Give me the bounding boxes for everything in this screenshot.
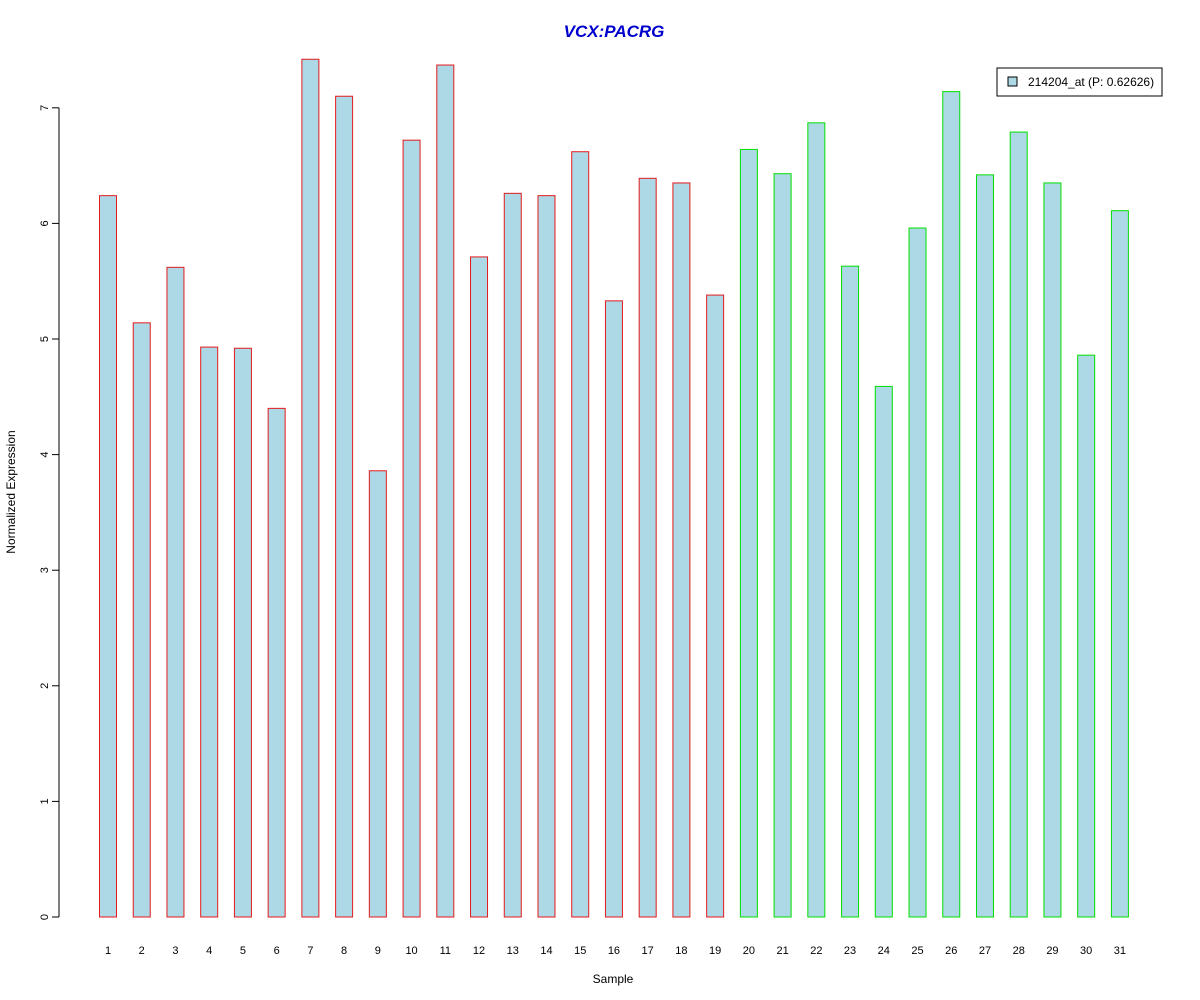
x-tick-labels: 1 2 3 4 5 6 7 8 9 10 11 12 13 14 15 16 17 18 19 20 21 22 23 24 2… [105, 945, 1126, 957]
x-tick-label: 11 [440, 945, 451, 957]
bar-sample-1 [99, 195, 117, 918]
x-tick-label: 15 [574, 945, 586, 957]
bar-sample-3 [166, 266, 185, 918]
bar-sample-9 [368, 470, 387, 918]
x-tick-label: 29 [1046, 945, 1058, 957]
bar-sample-5 [233, 347, 252, 918]
y-tick-label: 0 [39, 914, 51, 920]
chart-title: VCX:PACRG [564, 22, 665, 41]
x-tick-label: 8 [341, 945, 347, 957]
y-tick-label: 3 [39, 567, 51, 573]
x-tick-label: 24 [878, 945, 890, 957]
bar-sample-24 [874, 385, 893, 918]
x-tick-label: 18 [675, 945, 687, 957]
bar-sample-19 [706, 294, 725, 918]
y-tick-label: 4 [39, 452, 51, 458]
bar-sample-12 [470, 256, 489, 918]
bar-sample-18 [672, 182, 691, 918]
x-tick-label: 23 [844, 945, 856, 957]
bar-sample-28 [1009, 131, 1028, 918]
x-tick-label: 20 [743, 945, 755, 957]
x-tick-label: 22 [810, 945, 822, 957]
bar-sample-30 [1077, 354, 1096, 918]
x-tick-label: 31 [1114, 945, 1126, 957]
bar-sample-13 [503, 192, 522, 918]
x-tick-label: 6 [274, 945, 280, 957]
x-tick-label: 28 [1013, 945, 1025, 957]
x-tick-label: 12 [473, 945, 485, 957]
y-axis-title: Normalized Expression [4, 430, 18, 553]
bar-sample-23 [841, 265, 860, 918]
x-tick-label: 17 [642, 945, 654, 957]
x-tick-label: 1 [105, 945, 111, 957]
legend-swatch [1007, 76, 1018, 87]
x-tick-label: 25 [911, 945, 923, 957]
bar-sample-8 [335, 95, 354, 918]
bar-sample-25 [908, 227, 927, 918]
x-tick-label: 16 [608, 945, 620, 957]
x-tick-label: 19 [709, 945, 721, 957]
x-tick-label: 2 [139, 945, 145, 957]
y-axis: 0 1 2 3 4 5 6 7 [39, 105, 60, 920]
y-tick-label: 5 [39, 336, 51, 342]
bar-sample-22 [807, 122, 826, 918]
y-tick-label: 7 [39, 105, 51, 111]
bar-sample-4 [200, 346, 219, 918]
bar-sample-15 [571, 151, 590, 918]
bar-sample-10 [402, 139, 421, 918]
bar-sample-26 [942, 91, 961, 918]
x-tick-label: 30 [1080, 945, 1092, 957]
x-tick-label: 27 [979, 945, 991, 957]
bar-sample-16 [604, 300, 623, 918]
bar-sample-20 [739, 148, 758, 918]
x-axis-title: Sample [593, 972, 634, 986]
x-tick-label: 5 [240, 945, 246, 957]
bar-sample-6 [267, 407, 286, 918]
bars-group [99, 58, 1129, 918]
x-tick-label: 4 [206, 945, 212, 957]
bar-sample-21 [773, 173, 792, 918]
bar-sample-17 [638, 177, 657, 918]
bar-sample-27 [975, 174, 994, 918]
x-tick-label: 14 [540, 945, 552, 957]
x-tick-label: 9 [375, 945, 381, 957]
x-tick-label: 7 [307, 945, 313, 957]
bar-sample-31 [1110, 210, 1129, 918]
bar-sample-29 [1043, 182, 1062, 918]
bar-sample-11 [436, 64, 455, 918]
x-tick-label: 21 [776, 945, 788, 957]
bar-sample-2 [132, 322, 151, 918]
legend-box [996, 67, 1163, 97]
y-tick-label: 2 [39, 683, 51, 689]
y-tick-label: 1 [39, 798, 51, 804]
x-tick-label: 3 [172, 945, 178, 957]
legend-label: 214204_at (P: 0.62626) [1028, 75, 1154, 89]
bar-sample-14 [537, 195, 556, 918]
x-tick-label: 13 [507, 945, 519, 957]
x-tick-label: 26 [945, 945, 957, 957]
legend: 214204_at (P: 0.62626) [996, 67, 1163, 97]
y-tick-label: 6 [39, 220, 51, 226]
x-tick-label: 10 [405, 945, 417, 957]
bar-sample-7 [301, 58, 320, 918]
